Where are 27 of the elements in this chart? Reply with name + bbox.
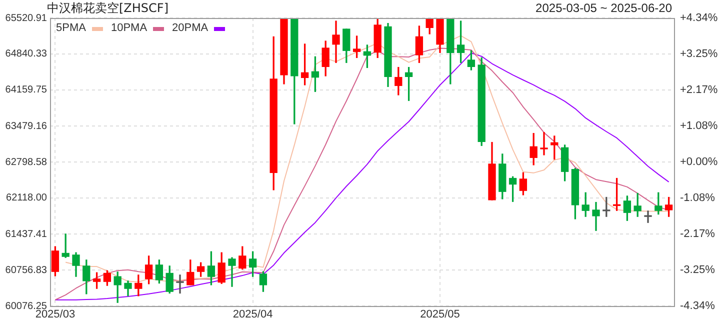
y-tick-label: 62118.00 <box>6 192 48 204</box>
y2-tick-label: -1.08% <box>680 192 716 204</box>
y-tick-label: 60756.83 <box>5 264 48 276</box>
legend-label: 5PMA <box>56 22 86 35</box>
legend-label: 10PMA <box>110 22 148 35</box>
y2-tick-label: -3.25% <box>680 264 716 276</box>
y2-tick-label: +3.25% <box>680 48 718 60</box>
y2-tick-label: +4.34% <box>680 12 718 24</box>
y-tick-label: 62798.58 <box>5 156 48 168</box>
y2-tick-label: -2.17% <box>680 228 716 240</box>
x-tick-label: 2025/05 <box>420 308 460 320</box>
y-tick-label: 63479.16 <box>5 120 48 132</box>
y2-tick-label: -4.34% <box>680 300 716 312</box>
candlestick <box>644 210 652 223</box>
y-tick-label: 65520.91 <box>5 12 48 24</box>
x-tick-label: 2025/04 <box>232 308 273 320</box>
y-tick-label: 64159.75 <box>5 84 48 96</box>
y-tick-label: 61437.41 <box>5 228 48 240</box>
y2-tick-label: +2.17% <box>680 84 718 96</box>
legend-label: 20PMA <box>172 22 208 35</box>
y2-tick-label: +0.00% <box>680 156 718 168</box>
candlestick <box>540 132 548 156</box>
y-tick-label: 64840.33 <box>5 48 48 60</box>
chart-subtitle: 2025-03-05 ~ 2025-06-20 <box>536 1 672 16</box>
y2-tick-label: +1.08% <box>680 120 718 132</box>
x-tick-label: 2025/03 <box>35 308 76 320</box>
chart-title: 中汉棉花卖空[ZHSCF] <box>47 1 169 16</box>
